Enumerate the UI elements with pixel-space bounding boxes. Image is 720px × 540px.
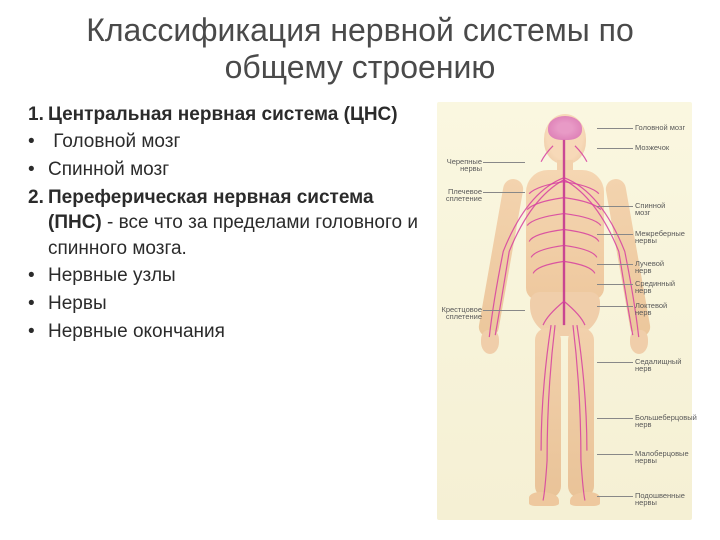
label-lead bbox=[597, 306, 633, 307]
anatomy-diagram: Черепныенервы Плечевоесплетение Крестцовое… bbox=[437, 102, 692, 520]
bullet-icon: • bbox=[28, 129, 48, 155]
list-text-rest: - все что за пределами головного и спинн… bbox=[48, 212, 418, 259]
anatomy-label-right: Малоберцовыенервы bbox=[635, 450, 689, 466]
anatomy-label-right: Лучевойнерв bbox=[635, 260, 664, 276]
anatomy-label-left: Черепныенервы bbox=[447, 158, 482, 174]
bullet-text: Нервные узлы bbox=[48, 263, 176, 289]
bullet-icon: • bbox=[28, 319, 48, 345]
label-lead bbox=[597, 206, 633, 207]
label-lead bbox=[597, 496, 633, 497]
bullet-item: • Головной мозг bbox=[28, 129, 429, 155]
label-lead bbox=[597, 128, 633, 129]
bullet-text: Головной мозг bbox=[48, 129, 180, 155]
bullet-icon: • bbox=[28, 157, 48, 183]
bullet-text: Спинной мозг bbox=[48, 157, 169, 183]
label-lead bbox=[483, 192, 525, 193]
bullet-icon: • bbox=[28, 291, 48, 317]
label-lead bbox=[597, 264, 633, 265]
list-item-2: 2. Переферическая нервная система (ПНС) … bbox=[28, 185, 429, 262]
content-row: 1. Центральная нервная система (ЦНС) • Г… bbox=[28, 102, 692, 520]
bullet-item: • Нервные окончания bbox=[28, 319, 429, 345]
label-lead bbox=[597, 418, 633, 419]
anatomy-label-right: Мозжечок bbox=[635, 144, 669, 152]
text-column: 1. Центральная нервная система (ЦНС) • Г… bbox=[28, 102, 429, 520]
anatomy-label-right: Локтевойнерв bbox=[635, 302, 667, 318]
bullet-text: Нервные окончания bbox=[48, 319, 225, 345]
bullet-icon: • bbox=[28, 263, 48, 289]
label-lead bbox=[597, 454, 633, 455]
slide-title: Классификация нервной системы по общему … bbox=[28, 12, 692, 86]
bullet-item: • Спинной мозг bbox=[28, 157, 429, 183]
anatomy-label-left: Крестцовоесплетение bbox=[441, 306, 482, 322]
label-lead bbox=[597, 234, 633, 235]
anatomy-label-left: Плечевоесплетение bbox=[446, 188, 482, 204]
anatomy-label-right: Срединныйнерв bbox=[635, 280, 675, 296]
anatomy-label-right: Подошвенныенервы bbox=[635, 492, 685, 508]
bullet-item: • Нервы bbox=[28, 291, 429, 317]
list-number: 1. bbox=[28, 102, 48, 128]
label-lead bbox=[597, 148, 633, 149]
label-lead bbox=[597, 362, 633, 363]
slide: Классификация нервной системы по общему … bbox=[0, 0, 720, 540]
bullet-item: • Нервные узлы bbox=[28, 263, 429, 289]
label-lead bbox=[483, 162, 525, 163]
anatomy-label-right: Большеберцовыйнерв bbox=[635, 414, 697, 430]
list-item-1: 1. Центральная нервная система (ЦНС) bbox=[28, 102, 429, 128]
label-lead bbox=[483, 310, 525, 311]
list-number: 2. bbox=[28, 185, 48, 262]
label-lead bbox=[597, 284, 633, 285]
anatomy-label-right: Седалищныйнерв bbox=[635, 358, 681, 374]
bullet-text: Нервы bbox=[48, 291, 107, 317]
anatomy-label-right: Спинноймозг bbox=[635, 202, 665, 218]
anatomy-label-right: Головной мозг bbox=[635, 124, 685, 132]
list-text: Центральная нервная система (ЦНС) bbox=[48, 102, 398, 128]
anatomy-label-right: Межреберныенервы bbox=[635, 230, 685, 246]
